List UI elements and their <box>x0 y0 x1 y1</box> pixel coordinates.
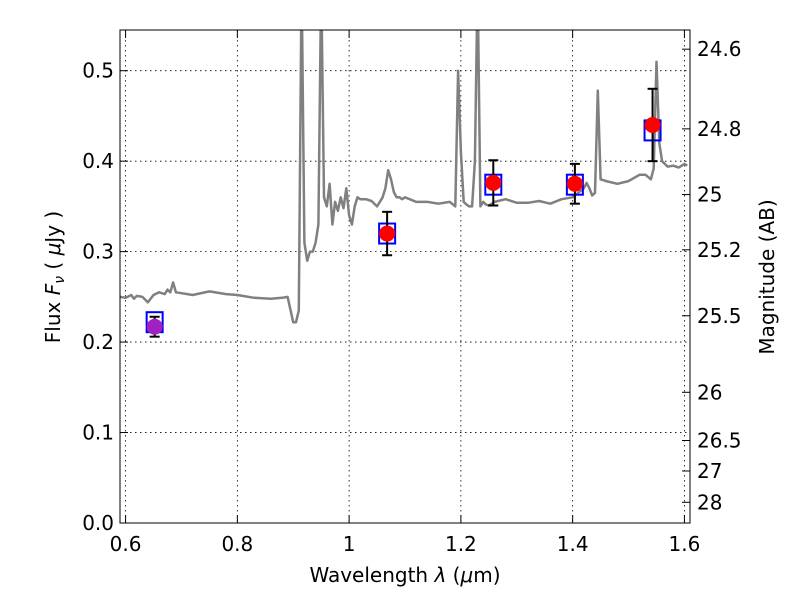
x-tick-label: 0.6 <box>110 532 142 556</box>
x-axis-label: Wavelength λ (μm) <box>309 563 500 587</box>
observed-point <box>146 318 163 335</box>
y2-tick-label: 24.8 <box>697 117 742 141</box>
y2-tick-label: 25.5 <box>697 304 742 328</box>
x-tick-label: 1 <box>343 532 356 556</box>
observed-points <box>146 116 661 335</box>
y-tick-label: 0.5 <box>82 59 114 83</box>
y-axis-label: Flux Fν ( μJy ) <box>41 211 68 343</box>
y2-tick-label: 25 <box>697 183 722 207</box>
y2-tick-label: 26 <box>697 380 722 404</box>
x-tick-label: 0.8 <box>221 532 253 556</box>
y-tick-labels: 0.0 0.1 0.2 0.3 0.4 0.5 <box>82 59 114 535</box>
x-tick-label: 1.6 <box>669 532 701 556</box>
plot-area-background <box>120 30 690 523</box>
y-tick-label: 0.1 <box>82 421 114 445</box>
y2-tick-labels: 24.6 24.8 25 25.2 25.5 26 26.5 27 28 <box>697 37 742 514</box>
y-tick-label: 0.4 <box>82 149 114 173</box>
y-tick-label: 0.0 <box>82 511 114 535</box>
y2-tick-label: 25.2 <box>697 238 742 262</box>
y2-tick-label: 28 <box>697 490 722 514</box>
y-tick-label: 0.2 <box>82 330 114 354</box>
y2-tick-label: 24.6 <box>697 37 742 61</box>
axis-ticks <box>120 30 690 524</box>
x-tick-label: 1.4 <box>557 532 589 556</box>
observed-point <box>644 116 661 133</box>
model-spectrum-line <box>120 30 688 324</box>
observed-point <box>379 225 396 242</box>
observed-point <box>485 174 502 191</box>
y2-tick-label: 26.5 <box>697 429 742 453</box>
observed-point <box>566 175 583 192</box>
y-tick-label: 0.3 <box>82 240 114 264</box>
plot-frame <box>119 29 691 524</box>
y2-tick-label: 27 <box>697 459 722 483</box>
x-tick-label: 1.2 <box>445 532 477 556</box>
x-tick-labels: 0.6 0.8 1 1.2 1.4 1.6 <box>110 532 701 556</box>
y2-axis-label: Magnitude (AB) <box>755 199 779 354</box>
